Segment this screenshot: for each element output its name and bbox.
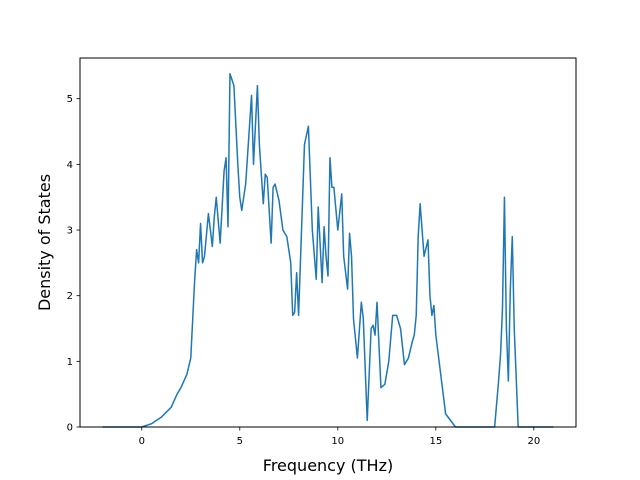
x-tick-label: 10 xyxy=(331,436,344,447)
y-tick-label: 5 xyxy=(67,94,73,105)
x-tick-label: 5 xyxy=(237,436,243,447)
dos-series-line-0 xyxy=(102,73,554,428)
x-axis-label: Frequency (THz) xyxy=(263,456,393,475)
x-tick-label: 20 xyxy=(527,436,540,447)
x-axis-ticks: 0 5 10 15 20 xyxy=(139,427,540,447)
x-tick-label: 15 xyxy=(429,436,442,447)
y-tick-label: 0 xyxy=(67,423,73,434)
y-tick-label: 2 xyxy=(67,291,73,302)
y-axis-label: Density of States xyxy=(35,174,54,311)
y-tick-label: 4 xyxy=(67,160,73,171)
y-tick-label: 3 xyxy=(67,226,73,237)
y-tick-label: 1 xyxy=(67,357,73,368)
y-axis-ticks: 0 1 2 3 4 5 xyxy=(67,94,80,434)
axes-frame xyxy=(79,57,577,428)
x-tick-label: 0 xyxy=(139,436,145,447)
plot-area xyxy=(102,73,554,428)
